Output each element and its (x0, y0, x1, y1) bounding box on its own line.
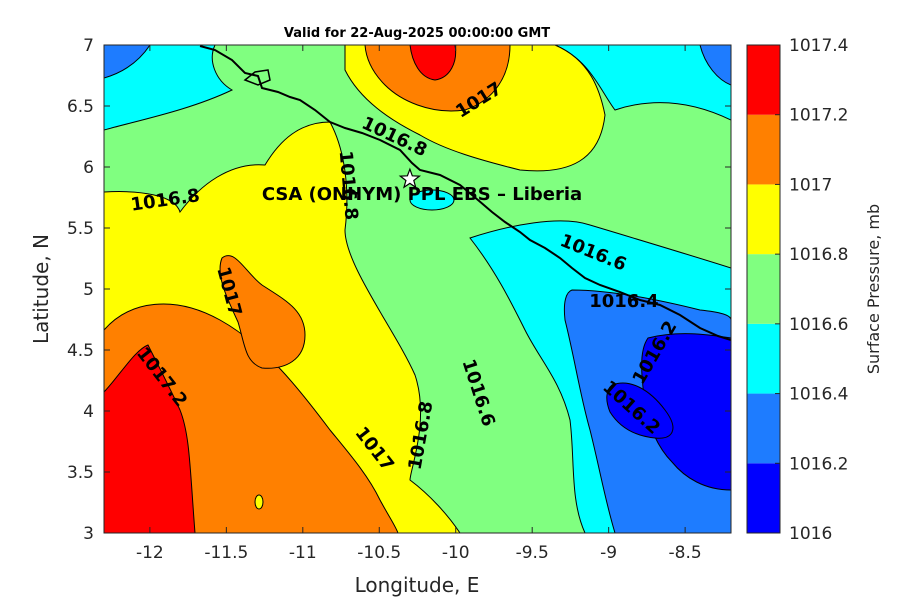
band-1016-2-northeast (699, 45, 731, 86)
contour-fill-layer (104, 45, 731, 533)
y-tick-label: 5 (83, 280, 94, 300)
colorbar-segment (747, 184, 780, 255)
band-1016-4-north (104, 45, 234, 131)
y-tick-label: 4 (83, 402, 94, 422)
y-tick-label: 3 (83, 524, 94, 544)
colorbar-frame (746, 44, 781, 534)
y-tick-label: 4.5 (67, 341, 94, 361)
x-tick-label: -10.5 (357, 543, 401, 563)
colorbar-label: Surface Pressure, mb (864, 204, 883, 374)
colorbar-tick-label: 1016.8 (789, 245, 848, 265)
contour-label: 1016.4 (589, 291, 658, 312)
x-tick-label: -11.5 (204, 543, 248, 563)
colorbar-tick-label: 1016 (789, 524, 832, 544)
y-axis-label: Latitude, N (29, 234, 53, 344)
colorbar-tick-label: 1017.4 (789, 36, 848, 56)
y-tick-label: 3.5 (67, 463, 94, 483)
colorbar-segment (747, 463, 780, 533)
x-axis-label: Longitude, E (355, 573, 480, 597)
band-1017-2-north (409, 45, 457, 81)
band-1016-4-station-cell (409, 189, 455, 211)
colorbar-segment (747, 323, 780, 394)
x-axis-ticks: -12 -11.5 -11 -10.5 -10 -9.5 -9 -8.5 (136, 45, 702, 563)
colorbar-tick-label: 1016.6 (789, 315, 848, 335)
colorbar-segment (747, 45, 780, 115)
y-axis-ticks: 3 3.5 4 4.5 5 5.5 6 6.5 7 (67, 36, 731, 544)
x-tick-label: -9.5 (516, 543, 549, 563)
y-tick-label: 7 (83, 36, 94, 56)
colorbar-tick-label: 1016.2 (789, 454, 848, 474)
colorbar-segment (747, 254, 780, 324)
band-1016-east (641, 333, 731, 491)
figure-title: Valid for 22-Aug-2025 00:00:00 GMT (284, 26, 550, 41)
colorbar-segment (747, 114, 780, 185)
y-tick-label: 6.5 (67, 97, 94, 117)
band-1017-2-southwest (104, 344, 196, 533)
colorbar-tick-label: 1017.2 (789, 106, 848, 126)
station-star-icon[interactable] (398, 167, 422, 189)
station-marker-group[interactable]: CSA (ONHYM) PPL EBS – Liberia (262, 167, 582, 205)
station-label: CSA (ONHYM) PPL EBS – Liberia (262, 184, 582, 205)
y-tick-label: 5.5 (67, 219, 94, 239)
colorbar-tick-label: 1017 (789, 175, 832, 195)
colorbar-segment (747, 393, 780, 464)
band-1017-central (219, 255, 306, 369)
x-tick-label: -11 (289, 543, 317, 563)
colorbar-tick-label: 1016.4 (789, 385, 848, 405)
coastline (199, 45, 731, 341)
x-tick-label: -9 (600, 543, 617, 563)
x-tick-label: -10 (442, 543, 470, 563)
x-tick-label: -8.5 (669, 543, 702, 563)
band-1016-east-cell (606, 382, 674, 439)
y-tick-label: 6 (83, 158, 94, 178)
colorbar: 1016 1016.2 1016.4 1016.6 1016.8 1017 1017.2 10… (746, 36, 848, 544)
band-1016-8-spot (254, 494, 264, 510)
x-tick-label: -12 (136, 543, 164, 563)
coastline-detail (243, 69, 271, 86)
